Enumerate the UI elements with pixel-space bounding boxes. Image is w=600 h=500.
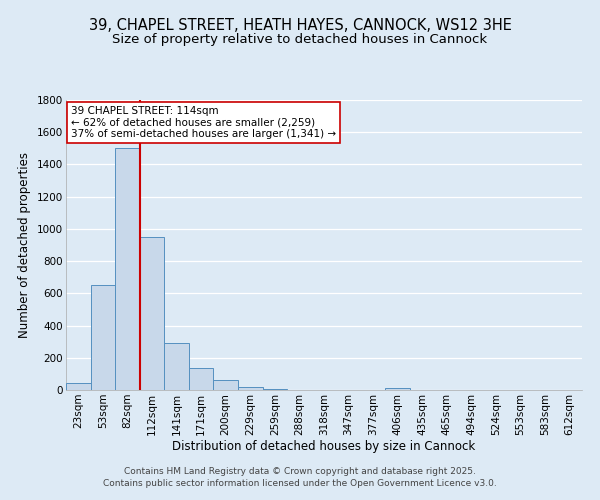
Text: 39 CHAPEL STREET: 114sqm
← 62% of detached houses are smaller (2,259)
37% of sem: 39 CHAPEL STREET: 114sqm ← 62% of detach… xyxy=(71,106,336,139)
Text: Contains public sector information licensed under the Open Government Licence v3: Contains public sector information licen… xyxy=(103,479,497,488)
Bar xyxy=(140,237,164,390)
Text: Size of property relative to detached houses in Cannock: Size of property relative to detached ho… xyxy=(112,32,488,46)
Bar xyxy=(385,388,410,390)
Bar xyxy=(91,286,115,390)
Bar xyxy=(189,368,214,390)
X-axis label: Distribution of detached houses by size in Cannock: Distribution of detached houses by size … xyxy=(172,440,476,454)
Bar xyxy=(263,388,287,390)
Bar xyxy=(115,148,140,390)
Text: Contains HM Land Registry data © Crown copyright and database right 2025.: Contains HM Land Registry data © Crown c… xyxy=(124,468,476,476)
Bar xyxy=(164,344,189,390)
Bar xyxy=(66,383,91,390)
Text: 39, CHAPEL STREET, HEATH HAYES, CANNOCK, WS12 3HE: 39, CHAPEL STREET, HEATH HAYES, CANNOCK,… xyxy=(89,18,511,32)
Y-axis label: Number of detached properties: Number of detached properties xyxy=(19,152,31,338)
Bar xyxy=(238,387,263,390)
Bar xyxy=(214,380,238,390)
